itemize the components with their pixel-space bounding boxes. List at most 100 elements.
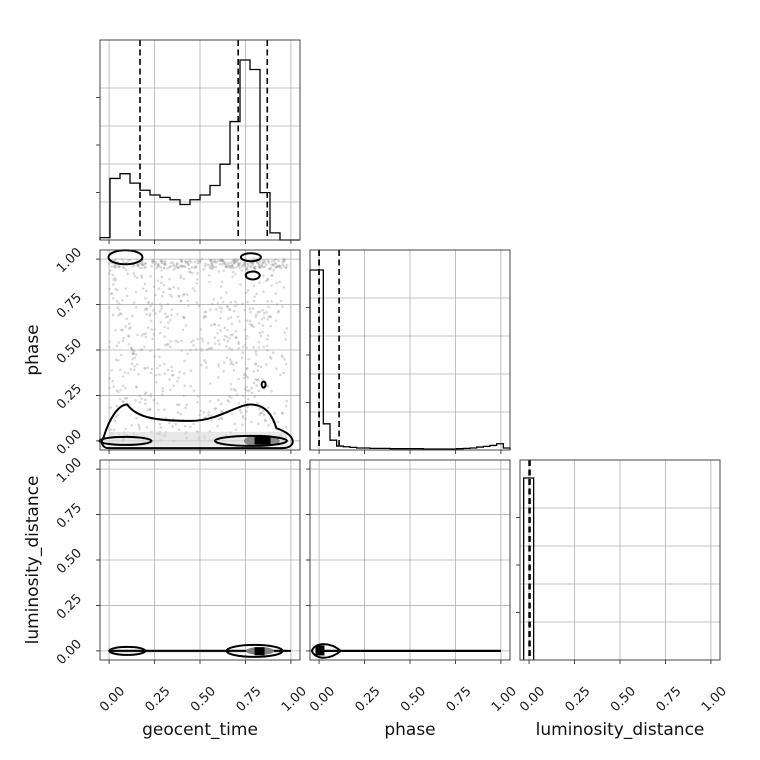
scatter-point (182, 292, 186, 296)
scatter-point (168, 265, 171, 269)
scatter-point (281, 355, 284, 359)
scatter-point (207, 413, 211, 417)
scatter-point (170, 308, 174, 312)
scatter-point (169, 265, 172, 268)
scatter-point (122, 400, 125, 404)
scatter-point (108, 340, 111, 343)
scatter-point (246, 264, 250, 267)
scatter-point (220, 259, 224, 262)
scatter-point (276, 265, 279, 269)
scatter-point (258, 281, 261, 285)
scatter-point (209, 258, 213, 262)
scatter-point (284, 362, 288, 366)
scatter-point (244, 417, 247, 421)
scatter-point (264, 418, 267, 422)
scatter-point (117, 359, 120, 362)
scatter-point (154, 263, 158, 266)
scatter-point (136, 264, 140, 268)
scatter-point (223, 326, 227, 329)
scatter-point (243, 263, 246, 266)
scatter-point (230, 265, 234, 268)
scatter-point (161, 290, 165, 294)
scatter-point (203, 264, 207, 268)
scatter-point (166, 267, 169, 270)
scatter-point (212, 260, 216, 263)
x-tick-label: 0.50 (398, 684, 429, 715)
scatter-point (192, 422, 195, 426)
scatter-point (283, 331, 287, 334)
scatter-point (256, 364, 260, 368)
scatter-point (232, 261, 236, 264)
scatter-point (139, 348, 142, 352)
scatter-point (183, 424, 187, 428)
scatter-point (181, 328, 185, 332)
scatter-point (226, 399, 230, 402)
scatter-point (207, 274, 211, 277)
scatter-point (280, 354, 284, 358)
scatter-point (110, 291, 114, 295)
contour-2sigma (100, 403, 294, 450)
scatter-point (111, 296, 115, 300)
scatter-point (116, 390, 120, 394)
scatter-point (217, 339, 220, 342)
scatter-point (115, 299, 119, 303)
scatter-point (240, 356, 244, 359)
scatter-point (248, 322, 252, 326)
scatter-point (149, 349, 152, 352)
scatter-point (143, 308, 147, 311)
scatter-point (229, 333, 233, 337)
scatter-point (147, 300, 150, 304)
scatter-point (157, 262, 160, 266)
scatter-point (121, 375, 125, 378)
scatter-point (219, 285, 223, 288)
scatter-point (219, 416, 223, 420)
scatter-point (273, 261, 277, 265)
density-core (254, 435, 271, 445)
scatter-point (234, 300, 237, 304)
scatter-point (146, 366, 150, 369)
scatter-point (125, 396, 128, 400)
ylabel-phase: phase (23, 324, 43, 375)
scatter-point (144, 367, 147, 370)
scatter-point (164, 343, 167, 347)
scatter-point (270, 274, 273, 278)
scatter-point (172, 264, 175, 268)
scatter-point (174, 266, 178, 269)
scatter-point (163, 262, 167, 266)
scatter-point (260, 411, 263, 415)
scatter-point (241, 351, 245, 354)
scatter-point (152, 399, 156, 402)
scatter-point (262, 261, 265, 265)
scatter-point (204, 315, 208, 318)
scatter-point (186, 260, 190, 263)
scatter-point (233, 304, 237, 308)
scatter-point (126, 259, 130, 262)
scatter-point (160, 275, 163, 279)
x-tick-label: 0.00 (97, 684, 128, 715)
y-tick-label: 1.00 (54, 245, 85, 276)
scatter-point (274, 262, 278, 266)
panel-frame (99, 39, 301, 241)
scatter-point (230, 396, 233, 399)
scatter-point (167, 287, 171, 290)
scatter-point (189, 340, 193, 344)
scatter-point (112, 278, 115, 281)
scatter-point (283, 358, 286, 361)
scatter-point (131, 357, 134, 361)
scatter-point (155, 380, 158, 384)
scatter-point (232, 266, 236, 269)
contour-1sigma (98, 435, 153, 446)
scatter-point (243, 328, 247, 331)
contour-small (260, 380, 267, 389)
scatter-point (160, 295, 164, 298)
scatter-point (121, 384, 125, 388)
scatter-point (218, 262, 222, 266)
scatter-point (214, 265, 218, 269)
scatter-point (148, 407, 152, 411)
scatter-point (274, 258, 278, 261)
scatter-point (269, 355, 272, 359)
scatter-point (119, 368, 122, 372)
scatter-point (210, 261, 213, 265)
scatter-point (253, 267, 257, 271)
scatter-point (152, 332, 156, 336)
